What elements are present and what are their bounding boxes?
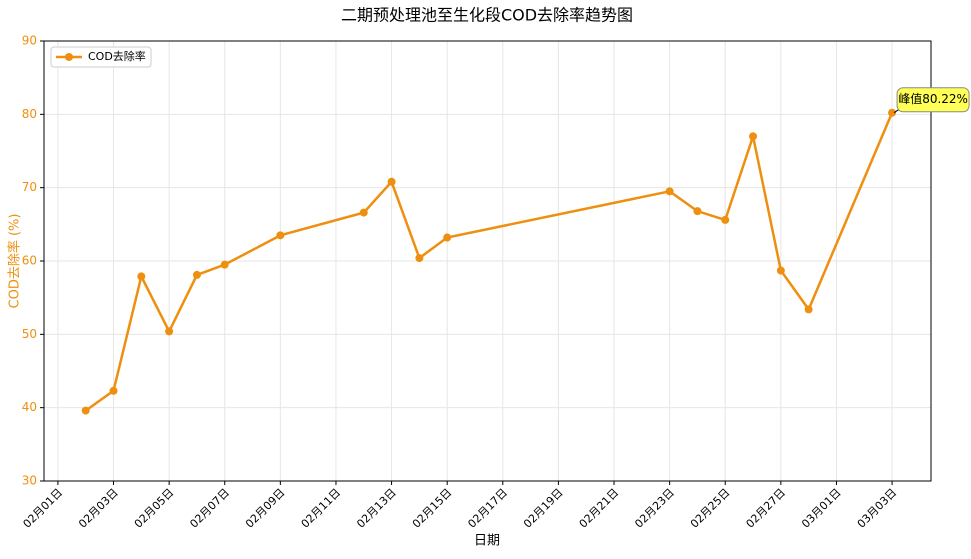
legend-marker <box>65 53 73 61</box>
point <box>415 254 424 263</box>
y-tick-label: 60 <box>22 254 37 268</box>
x-axis-label: 日期 <box>474 534 500 549</box>
point <box>109 386 118 395</box>
x-tick-label: 02月21日 <box>577 486 622 531</box>
x-tick-label: 02月17日 <box>465 486 510 531</box>
x-tick-label: 02月09日 <box>243 486 288 531</box>
point <box>804 305 813 314</box>
y-tick-label: 30 <box>22 474 37 488</box>
annotation: 峰值80.22% <box>898 91 968 106</box>
x-tick-label: 02月01日 <box>21 486 66 531</box>
y-axis-label: COD去除率 (%) <box>7 214 23 309</box>
point <box>276 231 285 240</box>
y-tick-label: 50 <box>22 327 37 341</box>
annotation-box <box>896 87 970 113</box>
point <box>443 233 452 242</box>
point <box>165 327 174 336</box>
point <box>81 406 90 415</box>
y-tick-label: 80 <box>22 107 37 121</box>
point <box>721 215 730 224</box>
x-tick-label: 03月01日 <box>799 486 844 531</box>
x-tick-label: 02月25日 <box>688 486 733 531</box>
plot-frame <box>43 40 932 482</box>
legend-box <box>50 46 152 68</box>
x-tick-label: 02月11日 <box>299 486 344 531</box>
point <box>665 187 674 196</box>
y-tick-label: 40 <box>22 400 37 414</box>
x-tick-label: 02月05日 <box>132 486 177 531</box>
x-tick-label: 02月15日 <box>410 486 455 531</box>
y-tick-label: 70 <box>22 180 37 194</box>
y-tick-label: 90 <box>22 34 37 48</box>
point <box>137 272 146 281</box>
x-tick-label: 02月03日 <box>76 486 121 531</box>
point <box>888 108 897 117</box>
x-tick-label: 02月19日 <box>521 486 566 531</box>
x-tick-label: 02月13日 <box>354 486 399 531</box>
line <box>84 112 894 412</box>
point <box>749 132 758 141</box>
x-tick-label: 02月27日 <box>744 486 789 531</box>
x-tick-label: 02月23日 <box>632 486 677 531</box>
point <box>693 207 702 216</box>
chart-title: 二期预处理池至生化段COD去除率趋势图 <box>341 6 633 25</box>
x-tick-label: 02月07日 <box>187 486 232 531</box>
point <box>220 260 229 269</box>
point <box>387 177 396 186</box>
point <box>359 208 368 217</box>
point <box>776 266 785 275</box>
legend-label: COD去除率 <box>88 49 146 63</box>
x-tick-label: 03月03日 <box>855 486 900 531</box>
point <box>192 270 201 279</box>
